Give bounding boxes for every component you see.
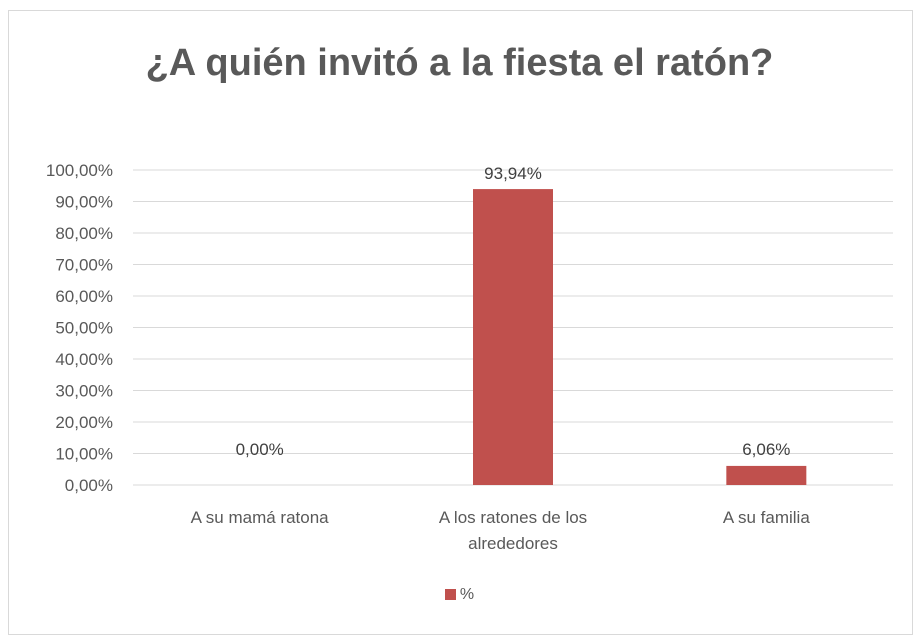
bar bbox=[726, 465, 807, 485]
chart-title: ¿A quién invitó a la fiesta el ratón? bbox=[145, 42, 774, 84]
x-category-label: alrededores bbox=[468, 534, 558, 553]
x-category-label: A su familia bbox=[723, 508, 810, 527]
legend-swatch bbox=[444, 589, 456, 600]
data-label: 0,00% bbox=[236, 440, 284, 459]
y-tick-label: 20,00% bbox=[55, 413, 113, 432]
y-tick-label: 70,00% bbox=[55, 256, 113, 275]
y-tick-label: 10,00% bbox=[55, 445, 113, 464]
legend: % bbox=[0, 586, 919, 604]
x-category-label: A los ratones de los bbox=[439, 508, 587, 527]
legend-label: % bbox=[459, 586, 475, 603]
y-tick-label: 80,00% bbox=[55, 224, 113, 243]
data-label: 6,06% bbox=[742, 440, 790, 459]
y-tick-label: 100,00% bbox=[46, 161, 113, 180]
data-label: 93,94% bbox=[484, 164, 542, 183]
y-tick-label: 30,00% bbox=[55, 382, 113, 401]
bar bbox=[473, 189, 553, 486]
y-tick-label: 40,00% bbox=[55, 350, 113, 369]
y-tick-label: 60,00% bbox=[55, 287, 113, 306]
y-tick-label: 0,00% bbox=[65, 476, 113, 495]
y-tick-label: 90,00% bbox=[55, 193, 113, 212]
y-tick-label: 50,00% bbox=[55, 319, 113, 338]
x-category-label: A su mamá ratona bbox=[191, 508, 330, 527]
chart-frame bbox=[8, 10, 913, 635]
